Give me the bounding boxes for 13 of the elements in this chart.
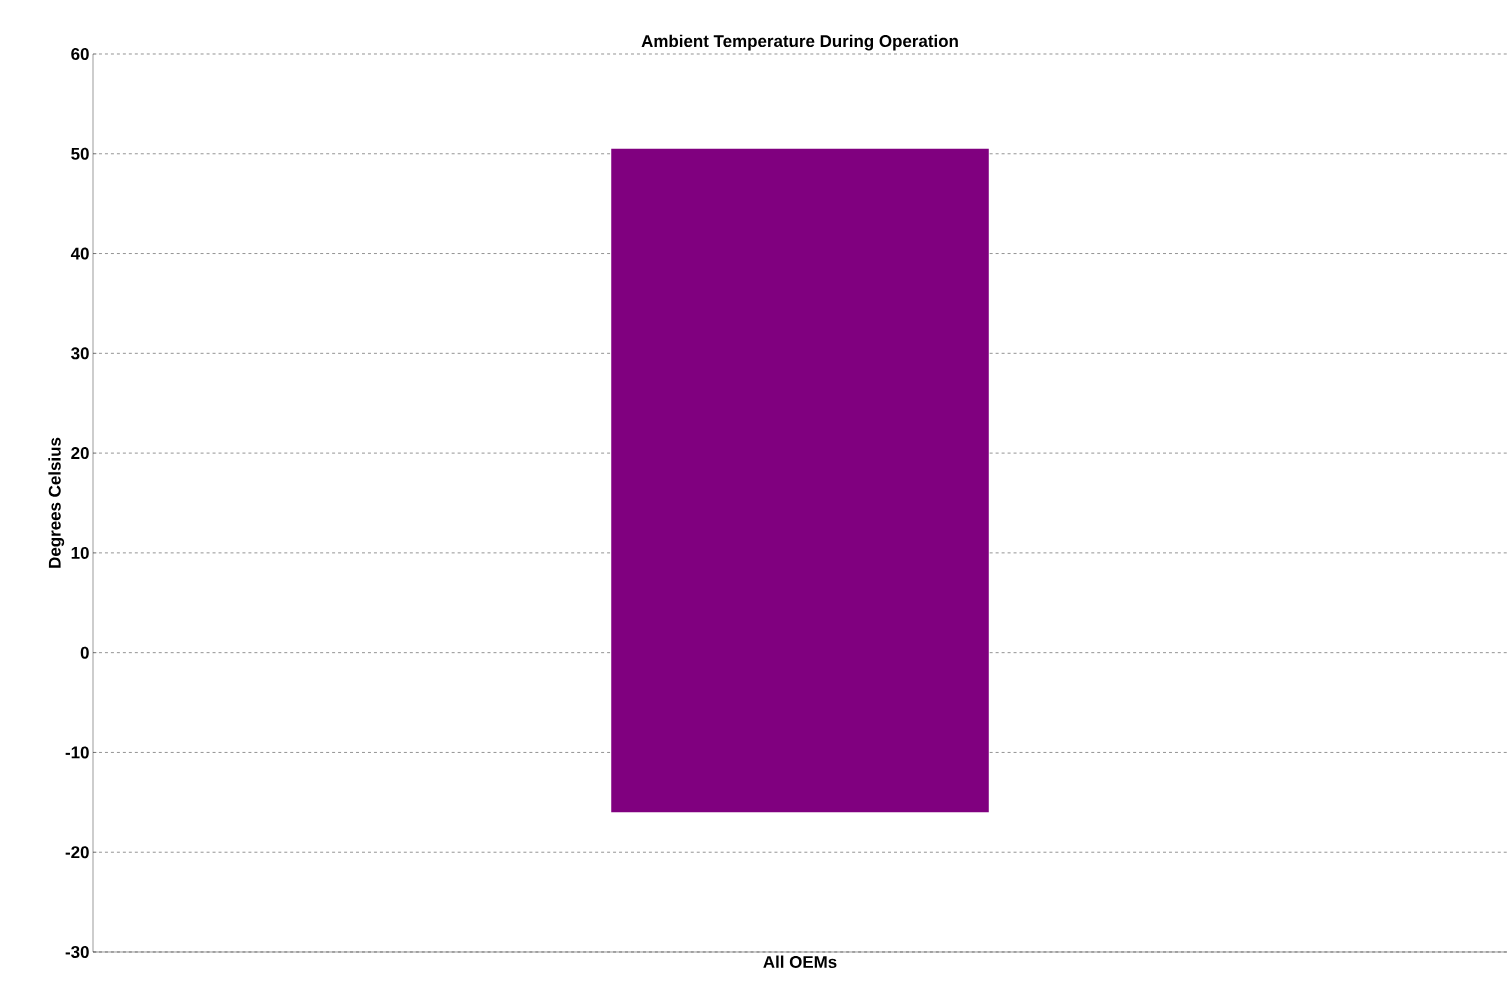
- y-tick-label: 50: [71, 147, 89, 160]
- y-tick-label: -30: [65, 945, 89, 959]
- y-tick-label: 0: [80, 646, 89, 659]
- chart-title: Ambient Temperature During Operation: [641, 34, 958, 51]
- y-tick-label: 60: [71, 47, 89, 60]
- y-axis-title: Degrees Celsius: [48, 437, 65, 568]
- y-tick-label: 30: [71, 347, 89, 360]
- y-tick-label: 40: [70, 247, 89, 260]
- y-tick-label: 10: [71, 546, 89, 559]
- y-tick-label: -20: [65, 846, 89, 859]
- y-tick-label: 20: [71, 447, 89, 460]
- x-tick-label: All OEMs: [763, 955, 837, 968]
- y-tick-label: -10: [65, 746, 89, 759]
